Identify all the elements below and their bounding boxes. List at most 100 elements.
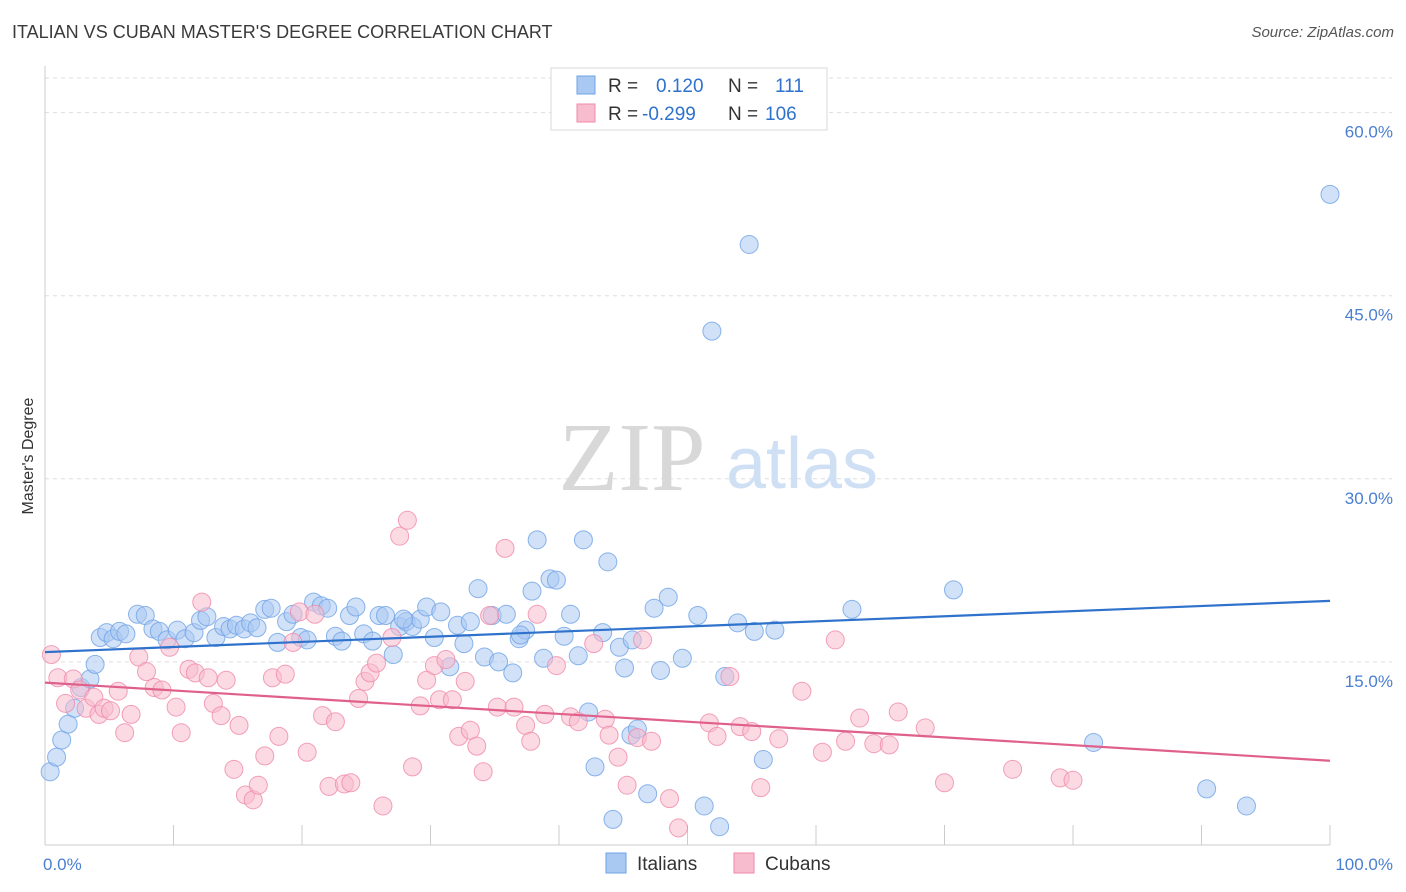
cubans-point-80	[617, 775, 637, 795]
gridlines	[45, 77, 1392, 663]
cubans-point-38	[297, 742, 317, 762]
cubans-point-12	[121, 704, 141, 724]
cubans-point-0	[41, 645, 61, 665]
cubans-point-39	[305, 604, 325, 624]
italians-point-48	[383, 645, 403, 665]
x-tick-label-0: 0.0%	[43, 855, 82, 874]
italians-point-63	[489, 652, 509, 672]
italians-point-68	[522, 581, 542, 601]
italians-point-69	[527, 530, 547, 550]
cubans-point-69	[516, 715, 536, 735]
cubans-point-75	[568, 712, 588, 732]
cubans-point-49	[373, 796, 393, 816]
italians-point-89	[658, 587, 678, 607]
italians-n-value: 111	[775, 76, 804, 97]
italians-point-88	[651, 660, 671, 680]
cubans-point-34	[269, 726, 289, 746]
cubans-point-95	[825, 630, 845, 650]
cubans-n-label: N =	[728, 104, 758, 125]
cubans-point-44	[341, 773, 361, 793]
italians-point-86	[638, 784, 658, 804]
italians-point-29	[247, 618, 267, 638]
cubans-point-76	[584, 634, 604, 654]
italians-n-label: N =	[728, 76, 758, 97]
cubans-point-73	[546, 656, 566, 676]
cubans-point-65	[480, 606, 500, 626]
italians-point-106	[1320, 184, 1340, 204]
cubans-n-value: 106	[765, 104, 797, 125]
italians-point-43	[346, 597, 366, 617]
cubans-point-79	[608, 747, 628, 767]
cubans-point-18	[166, 697, 186, 717]
italians-stats-swatch	[576, 75, 596, 95]
italians-point-96	[728, 613, 748, 633]
cubans-point-64	[473, 762, 493, 782]
stats-legend: R = 0.120 N = 111 R = -0.299 N = 106	[550, 67, 828, 131]
italians-point-73	[554, 626, 574, 646]
italians-point-102	[943, 580, 963, 600]
italians-point-65	[503, 663, 523, 683]
cubans-point-55	[417, 670, 437, 690]
y-tick-label-2: 45.0%	[1345, 306, 1393, 325]
cubans-point-99	[879, 735, 899, 755]
italians-point-93	[702, 321, 722, 341]
italians-point-100	[765, 620, 785, 640]
italians-point-83	[615, 658, 635, 678]
cubans-point-19	[171, 723, 191, 743]
cubans-point-22	[192, 592, 212, 612]
axes	[44, 66, 1331, 846]
italians-point-64	[496, 604, 516, 624]
cubans-point-85	[669, 818, 689, 838]
cubans-point-93	[792, 681, 812, 701]
source-label: Source: ZipAtlas.com	[1251, 24, 1394, 41]
cubans-point-28	[229, 715, 249, 735]
cubans-point-103	[1003, 759, 1023, 779]
tick-labels: 15.0% 30.0% 45.0% 60.0% 0.0% 100.0%	[43, 123, 1393, 874]
italians-point-94	[710, 817, 730, 837]
italians-point-91	[688, 606, 708, 626]
italians-point-12	[116, 624, 136, 644]
italians-point-108	[510, 625, 530, 645]
cubans-point-88	[720, 667, 740, 687]
series-points	[40, 184, 1340, 838]
y-tick-label-0: 15.0%	[1345, 672, 1393, 691]
cubans-point-52	[397, 510, 417, 530]
legend-label-cubans: Cubans	[765, 854, 831, 875]
cubans-point-48	[367, 653, 387, 673]
stats-legend-box	[550, 67, 828, 131]
cubans-point-10	[108, 681, 128, 701]
italians-point-31	[261, 598, 281, 618]
cubans-point-82	[633, 630, 653, 650]
italians-point-103	[1084, 732, 1104, 752]
cubans-point-68	[504, 697, 524, 717]
cubans-point-35	[275, 664, 295, 684]
cubans-point-25	[211, 706, 231, 726]
italians-point-3	[58, 714, 78, 734]
cubans-point-105	[1063, 770, 1083, 790]
italians-r-value: 0.120	[656, 76, 704, 97]
cubans-point-27	[224, 759, 244, 779]
y-axis-title: Master's Degree	[20, 397, 37, 514]
italians-point-98	[744, 621, 764, 641]
cubans-point-87	[707, 726, 727, 746]
italians-r-label: R =	[608, 76, 638, 97]
y-tick-label-3: 60.0%	[1345, 123, 1393, 142]
cubans-point-100	[888, 702, 908, 722]
cubans-r-label: R =	[608, 104, 638, 125]
italians-point-74	[561, 604, 581, 624]
watermark-atlas: atlas	[726, 424, 878, 504]
italians-point-75	[568, 646, 588, 666]
italians-point-80	[598, 552, 618, 572]
legend-swatch-cubans	[733, 852, 755, 874]
cubans-point-45	[349, 689, 369, 709]
italians-point-81	[603, 809, 623, 829]
cubans-point-2	[56, 693, 76, 713]
italians-point-101	[842, 599, 862, 619]
y-tick-label-1: 30.0%	[1345, 489, 1393, 508]
cubans-point-94	[812, 742, 832, 762]
cubans-point-77	[595, 709, 615, 729]
cubans-point-66	[487, 697, 507, 717]
chart-title: ITALIAN VS CUBAN MASTER'S DEGREE CORRELA…	[12, 22, 553, 42]
cubans-point-101	[915, 718, 935, 738]
cubans-stats-swatch	[576, 103, 596, 123]
